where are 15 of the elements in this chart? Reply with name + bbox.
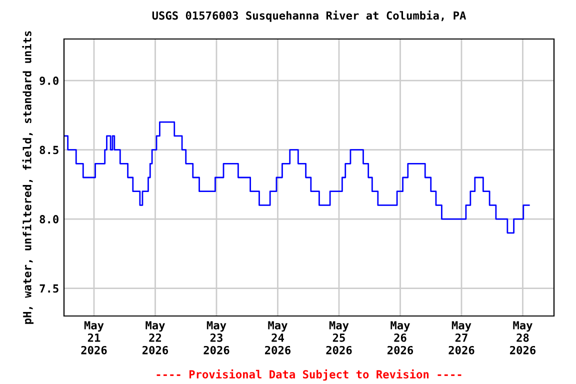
y-axis-title: pH, water, unfiltered, field, standard units <box>22 31 34 324</box>
y-tick-label: 7.5 <box>40 284 58 293</box>
x-tick-label: May 22 2026 <box>142 321 168 354</box>
y-tick-label: 9.0 <box>40 76 58 85</box>
x-tick-label: May 27 2026 <box>448 321 474 354</box>
y-tick-label: 8.5 <box>40 146 58 154</box>
x-tick-label: May 25 2026 <box>326 321 352 354</box>
x-tick-label: May 23 2026 <box>204 321 230 354</box>
x-tick-label: May 28 2026 <box>510 321 536 354</box>
chart-title: USGS 01576003 Susquehanna River at Columbia, PA <box>152 10 466 22</box>
x-tick-label: May 21 2026 <box>81 321 107 354</box>
x-tick-label: May 24 2026 <box>264 321 291 354</box>
x-tick-label: May 26 2026 <box>387 321 414 354</box>
y-tick-label: 8.0 <box>40 215 58 224</box>
text: ---- Provisional Data Subject to Revision ---- <box>156 369 462 381</box>
